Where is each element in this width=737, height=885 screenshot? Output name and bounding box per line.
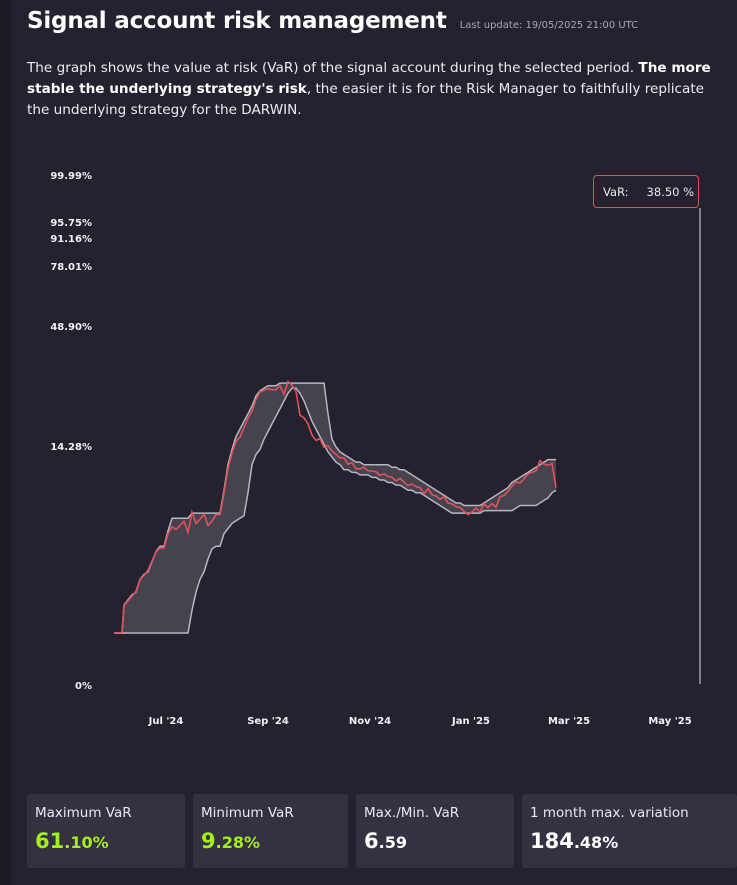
y-tick-label: 48.90% (50, 322, 92, 333)
y-axis: 99.99% 95.75% 91.16% 78.01% 48.90% 14.28% 0% (50, 171, 92, 692)
description-text-2: , the easier it is for the Risk Manager … (27, 81, 705, 118)
last-update-timestamp: Last update: 19/05/2025 21:00 UTC (459, 20, 639, 31)
stat-label: Maximum VaR (35, 805, 132, 821)
stat-label: Minimum VaR (201, 805, 294, 821)
x-axis: Jul '24 Sep '24 Nov '24 Jan '25 Mar '25 May '… (148, 716, 692, 727)
y-tick-label: 95.75% (50, 218, 92, 229)
stat-value: 9.28% (201, 829, 260, 853)
chart-description: The graph shows the value at risk (VaR) … (27, 58, 717, 121)
x-tick-label: Jul '24 (148, 716, 184, 727)
stat-label: 1 month max. variation (530, 805, 689, 821)
tooltip-label: VaR: (603, 184, 629, 199)
var-band-area (114, 383, 556, 633)
x-tick-label: Jan '25 (451, 716, 490, 727)
x-tick-label: Sep '24 (247, 716, 289, 727)
var-band-lower-line (114, 387, 557, 634)
x-tick-label: Nov '24 (349, 716, 391, 727)
stat-value: 184.48% (530, 829, 619, 853)
var-chart-svg[interactable]: 99.99% 95.75% 91.16% 78.01% 48.90% 14.28% 0% J… (0, 150, 737, 750)
x-tick-label: May '25 (648, 716, 691, 727)
y-tick-label: 0% (75, 681, 92, 692)
left-panel-edge (0, 0, 11, 885)
description-text-1: The graph shows the value at risk (VaR) … (27, 60, 639, 76)
page-title: Signal account risk management (27, 8, 447, 34)
header: Signal account risk management Last upda… (27, 8, 638, 34)
description-bold: The more stable the underlying strategy'… (27, 60, 711, 97)
y-tick-label: 99.99% (50, 171, 92, 182)
stat-label: Max./Min. VaR (364, 805, 460, 821)
stat-card-month-variation: 1 month max. variation 184.48% (522, 794, 737, 868)
stat-value: 61.10% (35, 829, 109, 853)
y-tick-label: 78.01% (50, 262, 92, 273)
var-tooltip: VaR: 38.50 % (593, 175, 699, 208)
var-chart[interactable]: 99.99% 95.75% 91.16% 78.01% 48.90% 14.28% 0% J… (0, 150, 737, 750)
stat-card-maximum-var: Maximum VaR 61.10% (27, 794, 185, 868)
var-series-line[interactable] (113, 380, 557, 634)
x-tick-label: Mar '25 (548, 716, 590, 727)
y-tick-label: 14.28% (50, 442, 92, 453)
stat-card-minimum-var: Minimum VaR 9.28% (193, 794, 348, 868)
y-tick-label: 91.16% (50, 234, 92, 245)
stat-value: 6.59 (364, 829, 407, 853)
stat-card-max-min-ratio: Max./Min. VaR 6.59 (356, 794, 514, 868)
tooltip-value: 38.50 % (646, 184, 695, 199)
